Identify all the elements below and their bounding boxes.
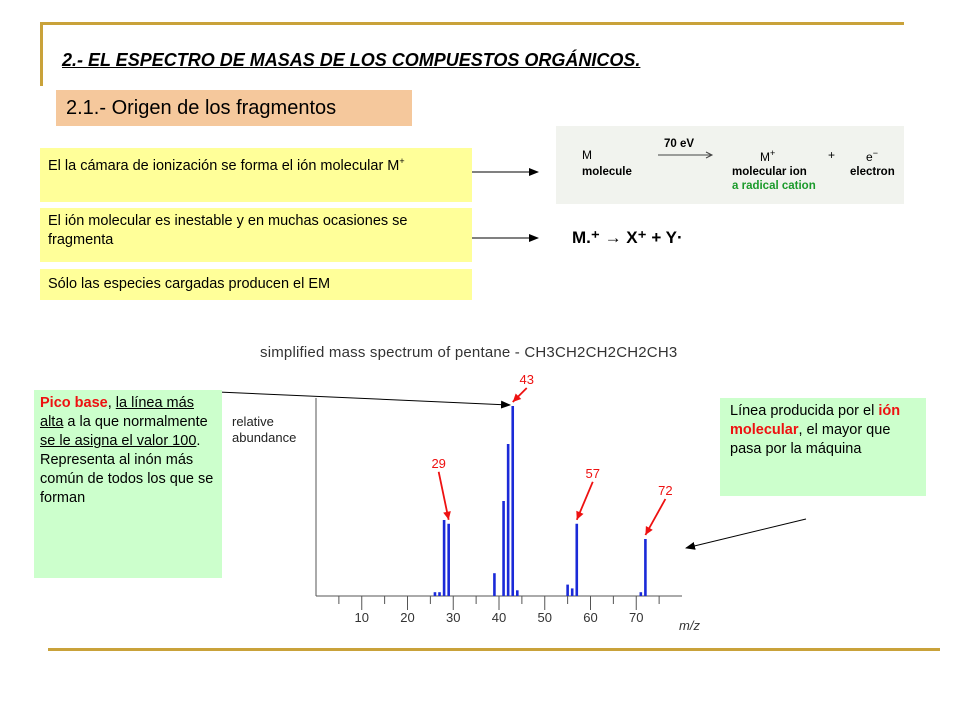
eq-mplus-sup: + bbox=[770, 148, 776, 158]
eq-molecular-ion: molecular ion bbox=[732, 166, 807, 178]
eq-molecule: molecule bbox=[582, 166, 632, 178]
eq-m: M bbox=[582, 148, 592, 162]
eq-mplus-symbol: M bbox=[760, 150, 770, 164]
molecular-ion-term: ión molecular bbox=[730, 403, 901, 438]
peak-label-72: 72 bbox=[658, 483, 672, 498]
molecular-ion-note: Línea producida por el ión molecular, el… bbox=[720, 398, 926, 496]
peak-label-43: 43 bbox=[519, 372, 533, 387]
eq-mplus: M+ bbox=[760, 148, 775, 164]
eq-e: e bbox=[866, 150, 873, 164]
eq-radical-cation: a radical cation bbox=[732, 180, 816, 192]
arrow-base-peak bbox=[217, 391, 511, 409]
note-ionization: El la cámara de ionización se forma el i… bbox=[40, 148, 472, 202]
note-ionization-sup: + bbox=[399, 156, 405, 166]
base-peak-text-b: . Representa al inón más común de todos … bbox=[40, 433, 214, 506]
x-axis-label: m/z bbox=[679, 618, 700, 633]
x-tick-label: 20 bbox=[400, 610, 414, 625]
eq-plus: + bbox=[828, 148, 836, 162]
spectrum-title: simplified mass spectrum of pentane - CH… bbox=[260, 344, 678, 361]
peak-arrowhead-72 bbox=[645, 526, 653, 535]
peak-arrowhead-57 bbox=[576, 510, 584, 520]
base-peak-term: Pico base bbox=[40, 395, 108, 411]
peak-label-29: 29 bbox=[431, 456, 445, 471]
eq-electron-symbol: e− bbox=[866, 148, 878, 164]
x-tick-label: 50 bbox=[538, 610, 552, 625]
peak-label-57: 57 bbox=[586, 466, 600, 481]
frame-bottom-line bbox=[48, 648, 940, 651]
base-peak-comma: , bbox=[107, 395, 116, 411]
eq-energy: 70 eV bbox=[664, 138, 695, 150]
x-tick-label: 10 bbox=[355, 610, 369, 625]
eq-reaction-arrow bbox=[658, 151, 714, 159]
molecular-ion-text-a: Línea producida por el bbox=[730, 403, 879, 419]
arrow-molecular-ion bbox=[685, 518, 807, 550]
slide-title: 2.- EL ESPECTRO DE MASAS DE LOS COMPUEST… bbox=[62, 50, 641, 70]
x-tick-label: 30 bbox=[446, 610, 460, 625]
ionization-equation-panel: M molecule 70 eV M+ molecular ion a radi… bbox=[556, 126, 904, 204]
x-tick-label: 70 bbox=[629, 610, 643, 625]
note-ionization-text: El la cámara de ionización se forma el i… bbox=[48, 157, 400, 174]
note-fragmentation: El ión molecular es inestable y en mucha… bbox=[40, 208, 472, 262]
fragmentation-formula: M.⁺ → X⁺ + Y· bbox=[572, 228, 683, 247]
spectrum-ylabel: relative abundance bbox=[232, 414, 297, 445]
base-peak-text-a: a la que normalmente bbox=[63, 414, 208, 430]
base-peak-highest-line: la línea más alta bbox=[40, 395, 194, 430]
base-peak-value-100: se le asigna el valor 100 bbox=[40, 433, 197, 449]
frame-left-line bbox=[40, 22, 43, 86]
base-peak-note: Pico base, la línea más alta a la que no… bbox=[34, 390, 222, 578]
frame-top-line bbox=[40, 22, 904, 25]
peak-arrowhead-43 bbox=[512, 393, 522, 402]
eq-electron: electron bbox=[850, 166, 895, 178]
peak-arrow-29 bbox=[437, 471, 450, 520]
x-tick-label: 40 bbox=[492, 610, 506, 625]
note-charged-species: Sólo las especies cargadas producen el E… bbox=[40, 269, 472, 300]
molecular-ion-text-b: , el mayor que pasa por la máquina bbox=[730, 422, 891, 457]
peak-arrowhead-29 bbox=[443, 511, 451, 520]
x-tick-label: 60 bbox=[583, 610, 597, 625]
section-subtitle: 2.1.- Origen de los fragmentos bbox=[56, 90, 412, 126]
eq-e-sup: − bbox=[872, 148, 878, 158]
